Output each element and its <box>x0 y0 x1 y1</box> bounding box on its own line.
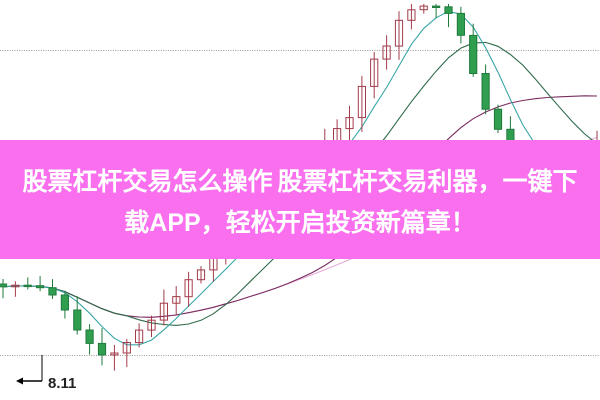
svg-text:8.11: 8.11 <box>48 375 76 392</box>
